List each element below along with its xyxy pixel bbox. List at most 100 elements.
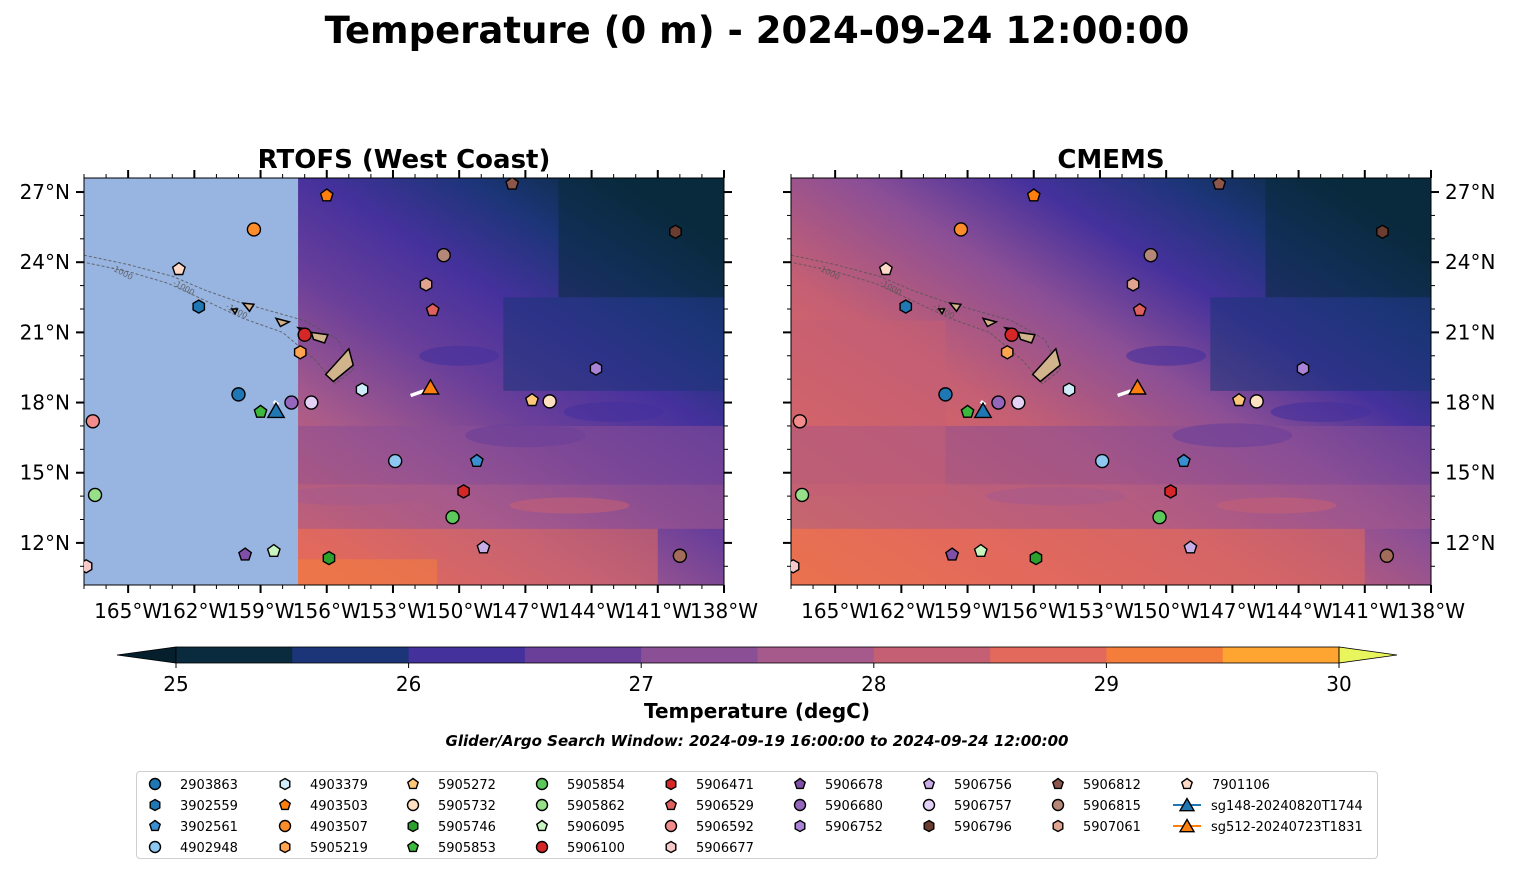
temperature-field: -1000-1000-1000 [791, 178, 1431, 585]
legend-marker [535, 777, 549, 791]
float-5906680 [991, 395, 1006, 410]
legend-label: 3902559 [180, 799, 238, 814]
x-tick-label: 156°W [1000, 599, 1068, 623]
legend-label: 5906095 [567, 820, 625, 835]
legend-entry: 5906796 [923, 819, 1012, 835]
legend-entry: 5905732 [406, 798, 496, 814]
legend-marker [535, 798, 549, 812]
island [324, 347, 355, 383]
glider-sg512-20240723T1831 [1128, 378, 1147, 395]
legend-label: 4903507 [310, 820, 368, 835]
legend-entry: 4903507 [278, 819, 368, 835]
float-5906812 [1212, 178, 1227, 190]
y-tick-label: 27°N [1445, 180, 1495, 204]
glider-track-sg512-20240723T1831 [1117, 389, 1132, 398]
island [230, 308, 239, 316]
legend-label: 5906592 [696, 820, 754, 835]
legend-marker [922, 798, 936, 812]
x-tick-label: 144°W [1265, 599, 1333, 623]
legend-marker [1180, 777, 1194, 790]
legend-marker [406, 840, 420, 853]
x-tick-label: 156°W [293, 599, 361, 623]
colorbar-segment [176, 647, 293, 663]
colorbar-tick-label: 29 [1094, 672, 1119, 696]
legend-marker [148, 777, 162, 791]
legend-entry: 5906095 [535, 819, 625, 835]
x-tick-label: 153°W [1066, 599, 1134, 623]
glider-track-sg512-20240723T1831 [410, 389, 425, 398]
legend-label: 4903503 [310, 799, 368, 814]
legend-entries: 2903863 3902559 3902561 4902948 4903379 49035… [148, 777, 1363, 856]
float-5906796 [669, 224, 682, 240]
float-5905219 [1000, 344, 1014, 360]
colorbar-tick-label: 27 [628, 672, 653, 696]
legend-label: 5905853 [438, 841, 496, 856]
y-tick-label: 18°N [1445, 391, 1495, 415]
float-5906812b [1379, 548, 1395, 563]
colorbar-tick-label: 30 [1326, 672, 1351, 696]
legend-label: 2903863 [180, 778, 238, 793]
legend-label: 4902948 [180, 841, 238, 856]
float-5906095 [973, 543, 988, 557]
legend-label: 5906815 [1083, 799, 1141, 814]
legend-label: 5906100 [567, 841, 625, 856]
legend-label: 5905746 [438, 820, 496, 835]
float-5905732 [542, 394, 557, 409]
colorbar-segment [524, 647, 642, 663]
float-4902948 [387, 453, 403, 469]
legend-entry: 5906678 [793, 777, 883, 793]
legend-entry: 5905862 [535, 798, 625, 814]
island [241, 302, 256, 313]
float-markers [791, 178, 1395, 574]
x-tick-label: 141°W [1331, 599, 1399, 623]
legend-entry: 5905746 [407, 819, 496, 835]
float-3902559 [899, 299, 913, 314]
float-5906471 [457, 484, 470, 499]
y-tick-label: 27°N [20, 180, 70, 204]
colorbar-tick-label: 28 [861, 672, 886, 696]
x-tick-label: 141°W [624, 599, 692, 623]
panel-right: CMEMS -1000-1000-1000 165°W162°W159°W156°… [783, 145, 1495, 623]
legend-label: 5906796 [954, 820, 1012, 835]
legend-entry: 5906752 [794, 819, 883, 835]
panel-title-left: RTOFS (West Coast) [258, 145, 551, 175]
colorbar-tick-label: 26 [396, 672, 421, 696]
float-5906812b [672, 548, 688, 563]
legend-label: 5906757 [954, 799, 1012, 814]
legend-marker [148, 840, 162, 854]
float-7901106 [878, 261, 893, 276]
float-5905746 [322, 550, 336, 566]
legend-marker [535, 819, 549, 832]
legend-marker [793, 798, 807, 812]
y-tick-label: 12°N [20, 531, 70, 555]
float-3902561 [469, 453, 484, 467]
x-tick-label: 150°W [1132, 599, 1200, 623]
float-5906757 [1011, 395, 1026, 410]
legend-marker [278, 819, 292, 833]
legend-entry: 5906757 [922, 798, 1012, 814]
float-5906529 [425, 302, 440, 317]
legend-label: 5907061 [1083, 820, 1141, 835]
legend-marker [406, 798, 420, 812]
float-3902559 [192, 299, 206, 314]
legend-label: 5906678 [825, 778, 883, 793]
float-4903379 [1062, 382, 1076, 398]
legend-marker [664, 798, 678, 811]
legend-marker [278, 798, 292, 811]
float-4903503 [319, 188, 334, 202]
float-5906756 [1183, 540, 1198, 554]
legend-entry: 5906471 [665, 777, 754, 793]
y-tick-label: 24°N [20, 250, 70, 274]
legend-marker [148, 819, 162, 832]
float-4903507 [953, 222, 969, 237]
legend-marker [279, 777, 291, 791]
island [981, 317, 999, 328]
x-tick-label: 144°W [558, 599, 626, 623]
legend-entry: 5905272 [406, 777, 496, 793]
y-tick-label: 15°N [1445, 461, 1495, 485]
legend-entry: 4902948 [148, 840, 238, 856]
legend-marker [149, 798, 161, 812]
legend-label: 5906812 [1083, 778, 1141, 793]
colorbar-segment [408, 647, 526, 663]
